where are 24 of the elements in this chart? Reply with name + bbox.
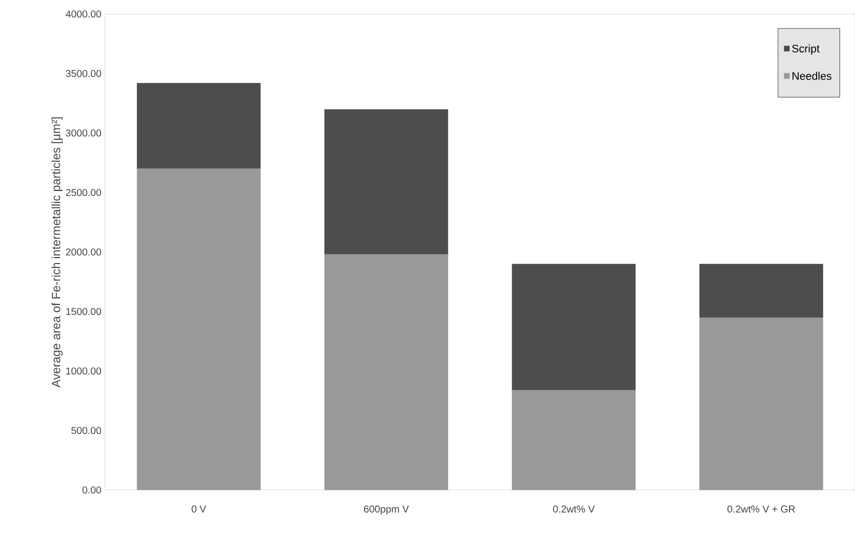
y-tick-label: 3500.00 <box>66 70 102 78</box>
bar <box>136 168 261 490</box>
legend-label: Needles <box>792 72 832 80</box>
x-tick-label: 0.2wt% V + GR <box>727 506 795 513</box>
y-tick-label: 4000.00 <box>66 10 102 18</box>
bar <box>512 264 636 390</box>
bar <box>324 254 448 490</box>
y-tick-label: 3000.00 <box>66 129 102 137</box>
y-tick-label: 0.00 <box>82 486 102 494</box>
x-tick-label: 0 V <box>192 506 206 513</box>
bar <box>512 390 636 490</box>
bar <box>699 264 824 318</box>
y-tick-label: 2500.00 <box>66 188 102 196</box>
y-axis-title: Average area of Fe-rich intermetallic particles [µm²] <box>51 117 63 388</box>
y-tick-label: 2000.00 <box>66 248 102 256</box>
y-tick-label: 1500.00 <box>66 308 102 316</box>
y-tick-label: 1000.00 <box>66 367 102 375</box>
bar <box>136 83 261 169</box>
legend-label: Script <box>792 44 820 55</box>
x-tick-label: 600ppm V <box>364 506 409 515</box>
bar <box>324 109 448 254</box>
bar <box>699 317 824 490</box>
x-tick-label: 0.2wt% V <box>553 506 595 513</box>
y-tick-label: 500.00 <box>71 426 102 434</box>
